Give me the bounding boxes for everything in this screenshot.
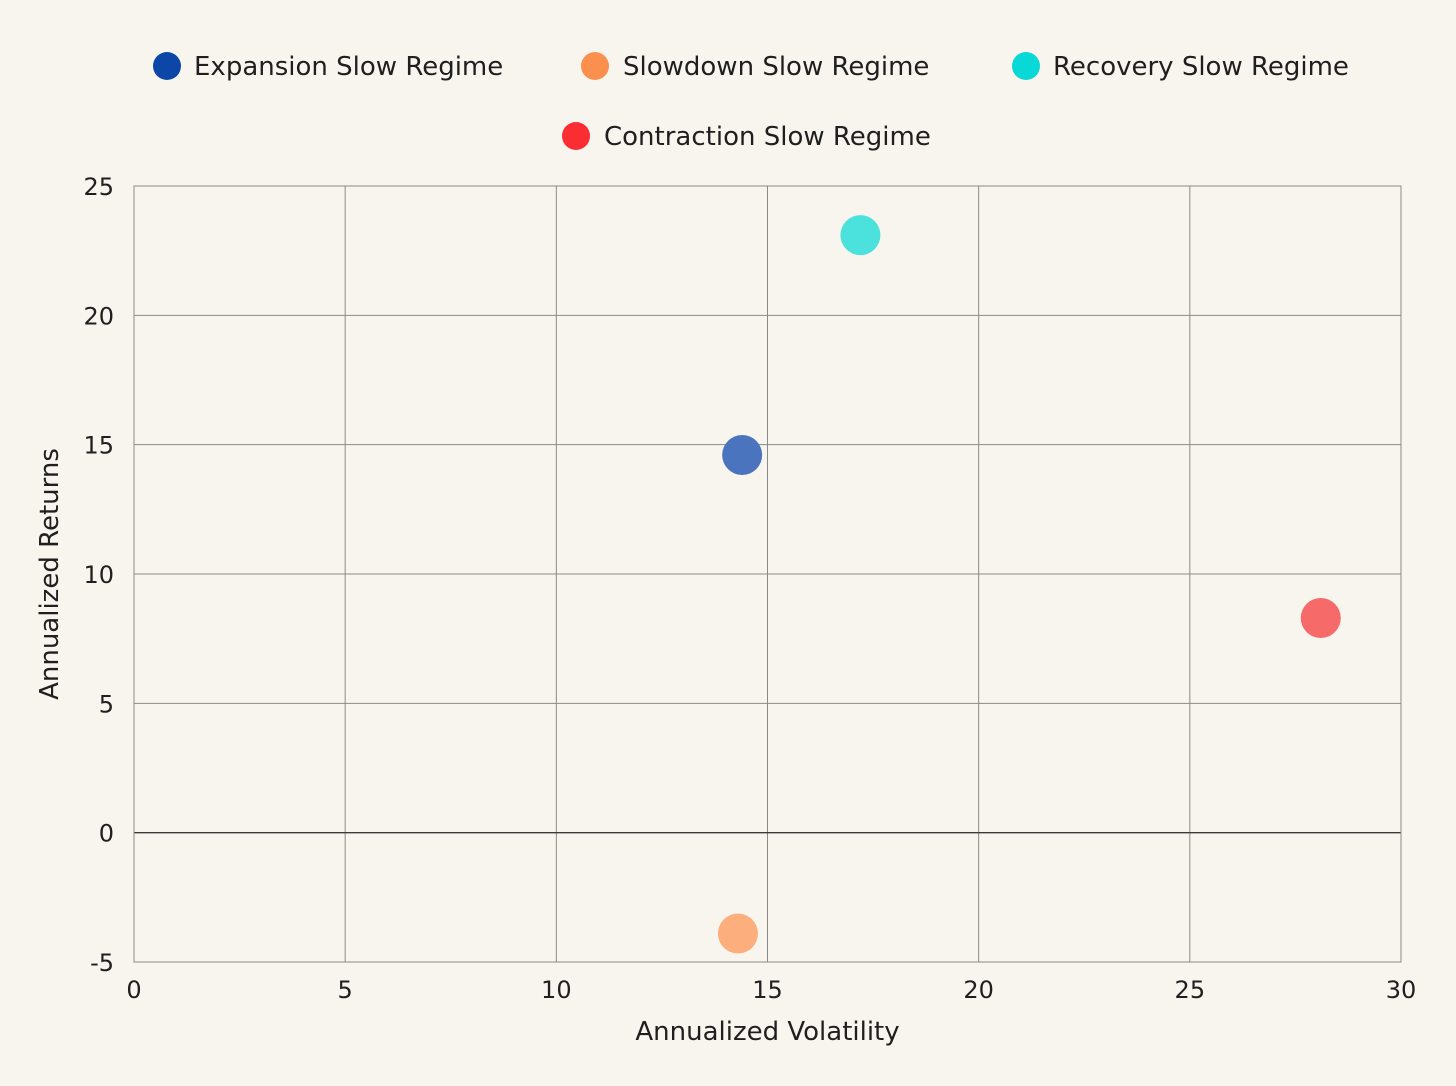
x-tick-label: 25 xyxy=(1175,976,1206,1004)
legend-marker-contraction xyxy=(562,122,590,150)
legend: Expansion Slow Regime Slowdown Slow Regi… xyxy=(153,52,1349,152)
legend-marker-slowdown xyxy=(581,52,609,80)
y-tick-label: 20 xyxy=(83,302,114,330)
y-tick-label: 15 xyxy=(83,432,114,460)
x-tick-label: 20 xyxy=(963,976,994,1004)
legend-label-expansion: Expansion Slow Regime xyxy=(194,52,503,82)
legend-label-contraction: Contraction Slow Regime xyxy=(604,122,931,152)
y-axis-ticks: -5 0 5 10 15 20 25 xyxy=(83,173,114,977)
data-point-recovery-slow-regime[interactable] xyxy=(840,215,881,256)
y-tick-label: 0 xyxy=(99,820,114,848)
x-axis-title: Annualized Volatility xyxy=(635,1017,899,1047)
x-tick-label: 15 xyxy=(752,976,783,1004)
x-axis-ticks: 0 5 10 15 20 25 30 xyxy=(126,976,1416,1004)
y-tick-label: 5 xyxy=(99,690,114,718)
x-tick-label: 30 xyxy=(1386,976,1417,1004)
data-point-contraction-slow-regime[interactable] xyxy=(1300,597,1341,638)
legend-item-contraction[interactable]: Contraction Slow Regime xyxy=(562,122,931,152)
y-tick-label: 25 xyxy=(83,173,114,201)
y-tick-label: -5 xyxy=(90,949,114,977)
x-tick-label: 10 xyxy=(541,976,572,1004)
legend-marker-recovery xyxy=(1012,52,1040,80)
grid xyxy=(134,186,1401,962)
y-axis-title: Annualized Returns xyxy=(35,448,65,700)
legend-item-slowdown[interactable]: Slowdown Slow Regime xyxy=(581,52,929,82)
legend-label-recovery: Recovery Slow Regime xyxy=(1053,52,1349,82)
x-tick-label: 0 xyxy=(126,976,141,1004)
legend-item-recovery[interactable]: Recovery Slow Regime xyxy=(1012,52,1349,82)
x-tick-label: 5 xyxy=(338,976,353,1004)
y-tick-label: 10 xyxy=(83,561,114,589)
legend-item-expansion[interactable]: Expansion Slow Regime xyxy=(153,52,503,82)
data-point-expansion-slow-regime[interactable] xyxy=(722,435,763,476)
legend-marker-expansion xyxy=(153,52,181,80)
legend-label-slowdown: Slowdown Slow Regime xyxy=(623,52,929,82)
data-point-slowdown-slow-regime[interactable] xyxy=(717,913,758,954)
plot-border xyxy=(133,185,1402,963)
data-points xyxy=(717,215,1341,954)
